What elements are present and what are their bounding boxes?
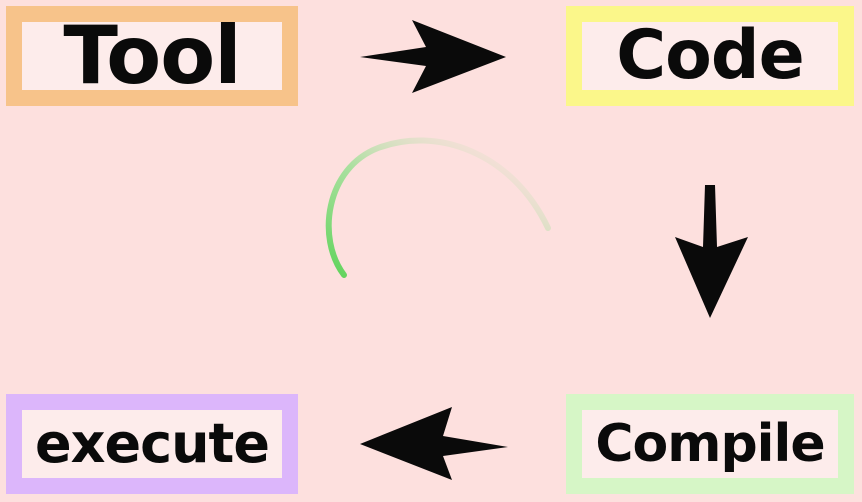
progress-arc-icon [325,137,551,278]
arrow-down-icon [675,185,748,318]
arrow-right-icon [360,20,506,93]
arrow-left-icon [360,407,508,480]
node-execute: execute [6,394,298,494]
node-compile-label: Compile [595,414,825,474]
node-tool: Tool [6,6,298,106]
node-compile: Compile [566,394,854,494]
node-tool-label: Tool [63,9,241,102]
node-code: Code [566,6,854,106]
node-code-label: Code [616,16,804,95]
node-execute-label: execute [35,412,270,475]
